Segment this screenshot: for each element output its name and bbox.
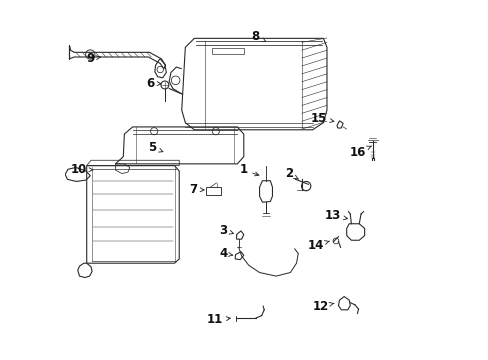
- Text: 3: 3: [219, 224, 233, 237]
- Text: 14: 14: [307, 239, 329, 252]
- Text: 2: 2: [284, 167, 298, 180]
- Text: 16: 16: [349, 145, 371, 158]
- Text: 15: 15: [310, 112, 333, 125]
- Text: 7: 7: [189, 183, 203, 196]
- Text: 8: 8: [251, 30, 265, 43]
- Text: 10: 10: [70, 163, 93, 176]
- Text: 6: 6: [145, 77, 161, 90]
- Text: 12: 12: [312, 300, 334, 313]
- Text: 13: 13: [324, 210, 347, 222]
- Text: 5: 5: [148, 141, 163, 154]
- Text: 9: 9: [86, 52, 100, 65]
- Text: 11: 11: [206, 313, 230, 327]
- Text: 1: 1: [239, 163, 258, 176]
- Text: 4: 4: [219, 247, 232, 260]
